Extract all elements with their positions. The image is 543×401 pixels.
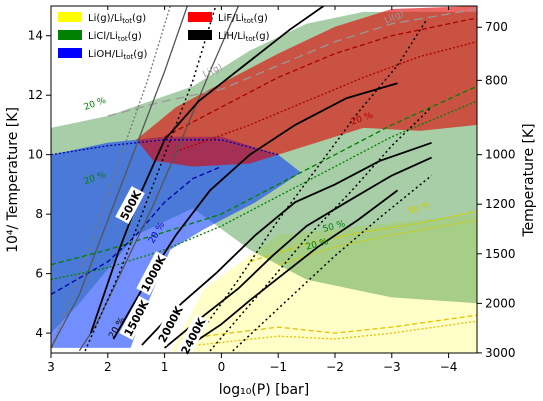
area-2 bbox=[51, 136, 301, 348]
x-axis-label: log₁₀(P) [bar] bbox=[219, 382, 310, 398]
lih-dotted-line-3 bbox=[232, 174, 433, 352]
line-layer bbox=[51, 6, 477, 352]
x-tick-label-1: 2 bbox=[104, 360, 112, 374]
legend-label-2: LiCl/Litot(g) bbox=[88, 31, 142, 43]
y-tick-label-3: 10 bbox=[28, 148, 43, 162]
y2-tick-label-6: 3000 bbox=[485, 346, 516, 360]
lih-dotted-line-1 bbox=[186, 20, 427, 352]
y-tick-label-1: 6 bbox=[35, 267, 43, 281]
y2-tick-label-2: 1000 bbox=[485, 148, 516, 162]
legend-swatch-0 bbox=[58, 12, 82, 22]
y-tick-label-5: 14 bbox=[28, 29, 43, 43]
y2-axis-label: Temperature [K] bbox=[521, 123, 537, 237]
y-axis-label: 10⁴/ Temperature [K] bbox=[5, 107, 21, 253]
legend-label-4: LiOH/Litot(g) bbox=[88, 49, 147, 61]
contour-line-9 bbox=[198, 320, 477, 346]
contour-line-12 bbox=[78, 6, 239, 352]
x-tick-label-5: −2 bbox=[326, 360, 344, 374]
isotherm-line-2 bbox=[141, 141, 432, 346]
contour-line-11 bbox=[51, 6, 171, 352]
x-tick-label-6: −3 bbox=[383, 360, 401, 374]
plot-frame bbox=[50, 5, 478, 354]
y-tick-label-4: 12 bbox=[28, 88, 43, 102]
y-tick-label-0: 4 bbox=[35, 326, 43, 340]
isotherm-line-0 bbox=[89, 6, 325, 334]
contour-line-13 bbox=[51, 6, 188, 349]
legend-label-1: LiF/Litot(g) bbox=[218, 13, 268, 25]
x-axis: 3 2 1 0 −1 −2 −3 −4 bbox=[47, 6, 457, 374]
legend-swatch-2 bbox=[58, 30, 82, 40]
y-axis-right: 700 800 1000 1200 1500 2000 3000 bbox=[477, 20, 516, 360]
y2-tick-label-4: 1500 bbox=[485, 247, 516, 261]
y2-tick-label-5: 2000 bbox=[485, 296, 516, 310]
isotherm-line-3 bbox=[164, 156, 432, 349]
contour-line-10 bbox=[107, 8, 477, 117]
y-axis-left: 4 6 8 10 12 14 bbox=[28, 29, 51, 340]
x-tick-label-7: −4 bbox=[440, 360, 458, 374]
legend-swatch-4 bbox=[58, 48, 82, 58]
isotherm-line-4 bbox=[181, 189, 399, 352]
contour-line-5 bbox=[175, 41, 477, 153]
area-3 bbox=[136, 6, 477, 167]
y2-tick-label-0: 700 bbox=[485, 20, 508, 34]
x-tick-label-4: −1 bbox=[269, 360, 287, 374]
y-tick-label-2: 8 bbox=[35, 207, 43, 221]
area-0 bbox=[51, 214, 477, 353]
contour-line-1 bbox=[51, 100, 477, 281]
legend-label-0: Li(g)/Litot(g) bbox=[88, 13, 146, 25]
x-tick-label-0: 3 bbox=[47, 360, 55, 374]
y2-tick-label-1: 800 bbox=[485, 73, 508, 87]
legend-swatch-3 bbox=[188, 30, 212, 40]
area-layer bbox=[51, 6, 477, 353]
x-tick-label-2: 1 bbox=[161, 360, 169, 374]
legend-swatch-1 bbox=[188, 12, 212, 22]
x-tick-label-3: 0 bbox=[218, 360, 226, 374]
lih-dotted-line-0 bbox=[84, 6, 217, 352]
lih-dotted-line-2 bbox=[209, 106, 433, 352]
legend-label-3: LiH/Litot(g) bbox=[218, 31, 270, 43]
y2-tick-label-3: 1200 bbox=[485, 197, 516, 211]
contour-line-0 bbox=[51, 85, 477, 266]
legend: Li(g)/Litot(g) LiF/Litot(g) LiCl/Litot(g) L… bbox=[58, 12, 270, 61]
contour-line-8 bbox=[181, 314, 477, 340]
contour-line-6 bbox=[249, 210, 477, 263]
